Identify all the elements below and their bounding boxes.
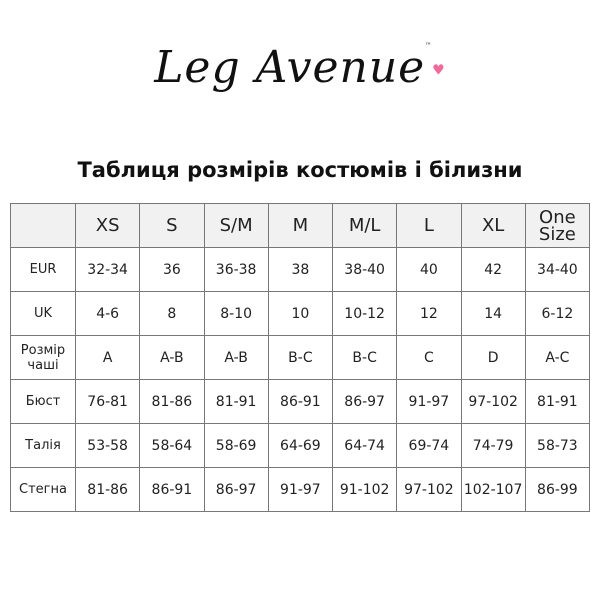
table-cell: 81-91: [203, 379, 269, 424]
column-header: XS: [74, 203, 141, 248]
table-cell: 91-97: [267, 467, 334, 512]
table-cell: B-C: [267, 335, 334, 380]
column-header: L: [396, 203, 462, 248]
table-cell: 81-86: [74, 467, 141, 512]
table-cell: A-B: [139, 335, 205, 380]
brand-logo: Leg Avenue™ ♥: [0, 42, 600, 93]
table-cell: A-B: [203, 335, 269, 380]
table-cell: 58-73: [524, 423, 591, 468]
table-cell: 81-86: [139, 379, 205, 424]
trademark: ™: [425, 42, 433, 49]
table-cell: 4-6: [74, 291, 141, 336]
table-cell: 69-74: [396, 423, 462, 468]
table-cell: 74-79: [460, 423, 526, 468]
table-cell: 58-69: [203, 423, 269, 468]
row-label: Талія: [10, 423, 76, 468]
table-cell: 64-69: [267, 423, 334, 468]
table-cell: 91-97: [396, 379, 462, 424]
table-cell: 53-58: [74, 423, 141, 468]
table-cell: 102-107: [460, 467, 526, 512]
column-header: One Size: [524, 203, 591, 248]
table-cell: 40: [396, 247, 462, 292]
heart-icon: ♥: [432, 62, 446, 79]
row-label: UK: [10, 291, 76, 336]
table-cell: 10-12: [331, 291, 398, 336]
table-cell: 76-81: [74, 379, 141, 424]
table-row: Розмір чаші A A-B A-B B-C B-C C D A-C: [10, 335, 591, 380]
column-header: S: [139, 203, 205, 248]
column-header: XL: [460, 203, 526, 248]
column-header: M: [267, 203, 334, 248]
table-cell: 91-102: [331, 467, 398, 512]
table-cell: 32-34: [74, 247, 141, 292]
table-cell: B-C: [331, 335, 398, 380]
table-cell: 86-91: [139, 467, 205, 512]
table-cell: 8: [139, 291, 205, 336]
row-label: Бюст: [10, 379, 76, 424]
table-cell: 10: [267, 291, 334, 336]
table-cell: 36: [139, 247, 205, 292]
logo-text: Leg Avenue: [154, 42, 426, 93]
table-cell: 38: [267, 247, 334, 292]
table-cell: 86-97: [331, 379, 398, 424]
table-cell: 8-10: [203, 291, 269, 336]
table-cell: 12: [396, 291, 462, 336]
table-cell: 36-38: [203, 247, 269, 292]
table-cell: 58-64: [139, 423, 205, 468]
table-cell: 42: [460, 247, 526, 292]
table-row: EUR 32-34 36 36-38 38 38-40 40 42 34-40: [10, 247, 591, 292]
table-cell: 14: [460, 291, 526, 336]
table-cell: 86-91: [267, 379, 334, 424]
table-cell: 6-12: [524, 291, 591, 336]
column-header: S/M: [203, 203, 269, 248]
table-cell: 81-91: [524, 379, 591, 424]
table-cell: A-C: [524, 335, 591, 380]
table-cell: A: [74, 335, 141, 380]
table-cell: 64-74: [331, 423, 398, 468]
table-row: Талія 53-58 58-64 58-69 64-69 64-74 69-74 74-79…: [10, 423, 591, 468]
size-chart-table: XS S S/M M M/L L XL One Size EUR 32-34 36 36-38 38 3…: [10, 203, 591, 512]
page-title: Таблиця розмірів костюмів і білизни: [77, 158, 523, 182]
row-label: Стегна: [10, 467, 76, 512]
table-cell: 97-102: [396, 467, 462, 512]
table-header-row: XS S S/M M M/L L XL One Size: [10, 203, 591, 248]
table-cell: 34-40: [524, 247, 591, 292]
column-header: [10, 203, 76, 248]
row-label: Розмір чаші: [10, 335, 76, 380]
table-row: Бюст 76-81 81-86 81-91 86-91 86-97 91-97 97-102…: [10, 379, 591, 424]
row-label: EUR: [10, 247, 76, 292]
table-cell: 38-40: [331, 247, 398, 292]
table-row: Стегна 81-86 86-91 86-97 91-97 91-102 97-102 10…: [10, 467, 591, 512]
table-cell: 86-97: [203, 467, 269, 512]
table-cell: 86-99: [524, 467, 591, 512]
table-cell: 97-102: [460, 379, 526, 424]
table-cell: D: [460, 335, 526, 380]
table-row: UK 4-6 8 8-10 10 10-12 12 14 6-12: [10, 291, 591, 336]
table-cell: C: [396, 335, 462, 380]
column-header: M/L: [331, 203, 398, 248]
